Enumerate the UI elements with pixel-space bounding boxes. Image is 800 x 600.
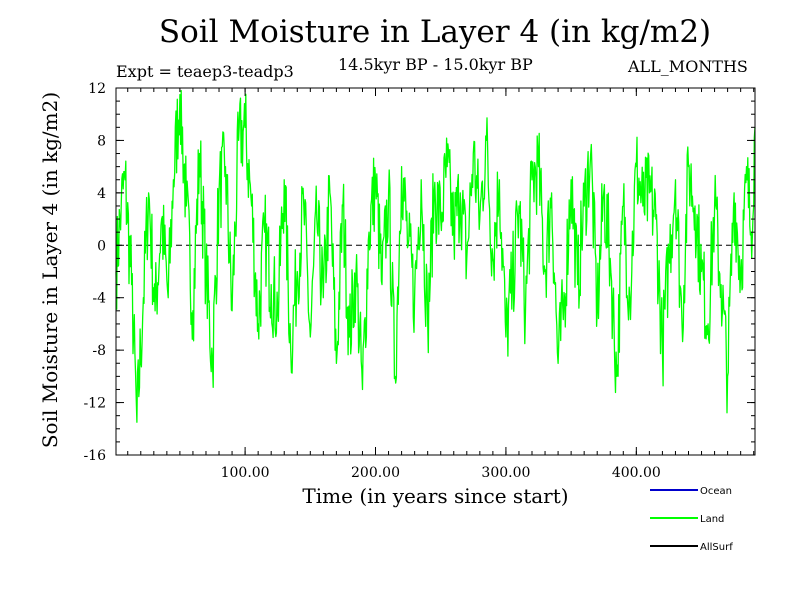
chart-subtitle: 14.5kyr BP - 15.0kyr BP xyxy=(338,55,533,74)
legend-label-allsurf: AllSurf xyxy=(700,542,733,553)
y-tick-label: -4 xyxy=(92,291,106,307)
x-tick-label: 200.00 xyxy=(351,465,400,481)
legend-label-land: Land xyxy=(700,514,724,525)
y-tick-label: -8 xyxy=(92,343,106,359)
y-tick-label: -12 xyxy=(83,396,106,412)
plot-area xyxy=(115,89,756,423)
y-tick-label: -16 xyxy=(83,448,106,464)
y-tick-label: 12 xyxy=(88,81,106,97)
x-tick-label: 400.00 xyxy=(612,465,661,481)
y-tick-label: 0 xyxy=(97,238,106,254)
legend: Ocean Land AllSurf xyxy=(650,486,733,553)
experiment-label: Expt = teaep3-teadp3 xyxy=(116,62,294,81)
y-tick-label: 4 xyxy=(97,186,106,202)
months-label: ALL_MONTHS xyxy=(628,57,748,76)
x-tick-label: 100.00 xyxy=(221,465,270,481)
x-axis-label: Time (in years since start) xyxy=(302,484,569,508)
y-tick-label: 8 xyxy=(97,133,106,149)
axes: 12 8 4 0 -4 -8 -12 -16 100.00 200.00 300.00 400.00 xyxy=(83,81,755,481)
legend-label-ocean: Ocean xyxy=(700,486,732,497)
chart-title: Soil Moisture in Layer 4 (in kg/m2) xyxy=(158,14,712,50)
series-line-land xyxy=(115,89,756,423)
x-tick-label: 300.00 xyxy=(481,465,530,481)
